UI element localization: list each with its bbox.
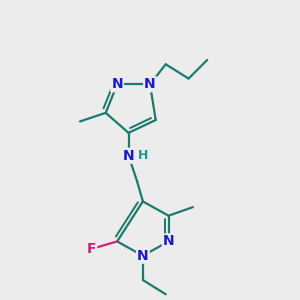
Text: N: N — [163, 234, 174, 248]
Text: N: N — [123, 149, 134, 163]
Text: F: F — [87, 242, 96, 256]
Text: H: H — [138, 148, 148, 162]
Text: N: N — [137, 249, 149, 263]
Text: N: N — [144, 77, 156, 91]
Text: N: N — [111, 77, 123, 91]
